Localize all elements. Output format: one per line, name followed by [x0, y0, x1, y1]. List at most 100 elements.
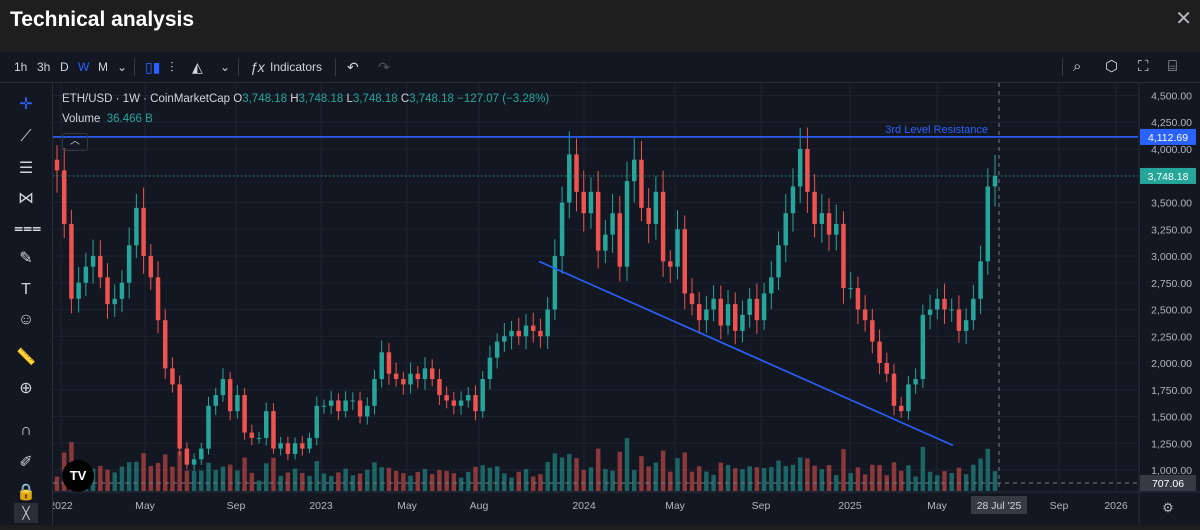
volume-bar [264, 463, 269, 491]
volume-bar [891, 462, 897, 491]
candle-body [574, 154, 579, 192]
volume-bar [675, 458, 680, 491]
volume-bar [718, 462, 724, 491]
candle-body [949, 309, 954, 311]
candle-body [451, 400, 457, 406]
volume-legend: Volume 36.466 B [62, 113, 153, 125]
pattern-icon[interactable]: ⋈ [18, 190, 34, 207]
magnet-icon[interactable]: ∩ [20, 422, 32, 439]
volume-bar [595, 448, 601, 491]
price-tick-label: 2,750.00 [1151, 278, 1192, 290]
brush-icon[interactable]: ✎ [19, 250, 33, 267]
candle-body [920, 314, 926, 380]
candle-body [624, 181, 630, 267]
price-tick-label: 2,500.00 [1151, 305, 1192, 317]
volume-bar [119, 466, 125, 491]
candle-body [54, 159, 60, 171]
interval-d[interactable]: D [60, 60, 69, 74]
toolbar-divider [238, 58, 239, 76]
candle-body [660, 191, 666, 262]
price-chart[interactable]: 3rd Level Resistance 1,000.00 1,250.00 1,5… [49, 83, 1200, 525]
price-tick-label: 3,250.00 [1151, 224, 1192, 236]
trendline-icon[interactable]: ⟋ [20, 128, 32, 145]
candle-body [754, 298, 760, 321]
function-icon[interactable]: ƒx [250, 59, 265, 75]
volume-bar [754, 467, 760, 491]
price-tick-label: 4,500.00 [1151, 90, 1192, 102]
lock-icon[interactable]: 🔒 [16, 484, 36, 501]
volume-bar [725, 464, 731, 491]
volume-bar [162, 454, 168, 491]
candles-icon[interactable]: ▯▮ [145, 59, 161, 75]
volume-bar [639, 456, 644, 491]
legend-low: 3,748.18 [352, 93, 398, 105]
volume-bar [401, 473, 406, 491]
bars-icon[interactable]: ⫶ [170, 59, 174, 75]
candle-body [393, 373, 399, 380]
chart-legend: ETH/USD · 1W · CoinMarketCap O3,748.18 H… [62, 93, 549, 105]
volume-marker-label: 707.06 [1152, 478, 1184, 490]
volume-bar [711, 474, 716, 491]
crosshair-icon[interactable]: ✛ [19, 96, 33, 113]
price-tick-label: 2,250.00 [1151, 331, 1192, 343]
camera-icon[interactable]: ⌸ [1168, 58, 1178, 75]
area-chart-icon[interactable]: ◭ [192, 59, 203, 75]
candle-body [733, 304, 738, 331]
fullscreen-icon[interactable]: ⛶ [1138, 58, 1149, 75]
volume-bar [646, 466, 651, 491]
candle-body [408, 373, 413, 385]
interval-1h[interactable]: 1h [14, 60, 28, 74]
lock-draw-icon[interactable]: ✐ [19, 454, 33, 471]
candle-body [978, 261, 983, 299]
time-tick-label: 2024 [572, 500, 596, 512]
volume-bar [935, 475, 940, 491]
time-tick-label: Sep [1050, 500, 1069, 512]
chart-area[interactable]: 3rd Level Resistance 1,000.00 1,250.00 1,5… [49, 83, 1200, 525]
candle-body [184, 448, 190, 465]
time-tick-label: 2026 [1104, 500, 1128, 512]
volume-bar [141, 453, 146, 491]
volume-bar [826, 465, 832, 491]
candle-body [191, 459, 197, 465]
volume-bar [588, 467, 594, 491]
volume-bar [631, 470, 637, 491]
interval-w[interactable]: W [78, 60, 90, 74]
candle-body [963, 320, 969, 331]
interval-3h[interactable]: 3h [37, 60, 51, 74]
interval-m[interactable]: M [98, 60, 108, 74]
candle-body [538, 330, 543, 337]
zoom-in-icon[interactable]: ⊕ [19, 380, 33, 397]
fib-icon[interactable]: ⩶ [14, 220, 42, 237]
text-icon[interactable]: T [21, 281, 31, 298]
candle-body [155, 277, 161, 321]
chevron-down-icon[interactable]: ⌄ [220, 60, 231, 74]
candle-body [162, 320, 168, 369]
ruler-icon[interactable]: 📏 [16, 349, 36, 366]
settings-icon[interactable]: ⬡ [1105, 58, 1119, 75]
redo-icon[interactable]: ↷ [378, 59, 390, 75]
volume-bar [603, 469, 608, 491]
volume-bar [126, 462, 132, 491]
close-icon[interactable]: ✕ [1175, 8, 1192, 30]
volume-bar [523, 469, 529, 491]
candle-body [971, 298, 976, 321]
horizontal-lines-icon[interactable]: ☰ [18, 160, 34, 177]
search-icon[interactable]: ⌕ [1073, 58, 1082, 75]
indicators-button[interactable]: Indicators [270, 60, 323, 74]
collapse-legend-button[interactable]: ︿ [62, 133, 88, 151]
candle-body [264, 411, 269, 438]
resistance-label: 3rd Level Resistance [885, 124, 988, 136]
time-tick-label: Sep [752, 500, 771, 512]
price-tick-label: 3,500.00 [1151, 197, 1192, 209]
volume-bar [682, 452, 687, 491]
volume-bar [487, 467, 493, 491]
chevron-down-icon[interactable]: ⌄ [117, 60, 128, 74]
chevron-down-icon[interactable]: ╳ [14, 503, 38, 523]
time-tick-label: 2022 [53, 500, 73, 512]
candle-body [819, 213, 825, 224]
emoji-icon[interactable]: ☺ [17, 311, 35, 328]
volume-bar [451, 473, 457, 491]
volume-bar [199, 470, 204, 491]
legend-symbol: ETH/USD · 1W · CoinMarketCap [62, 93, 231, 105]
undo-icon[interactable]: ↶ [347, 59, 359, 75]
